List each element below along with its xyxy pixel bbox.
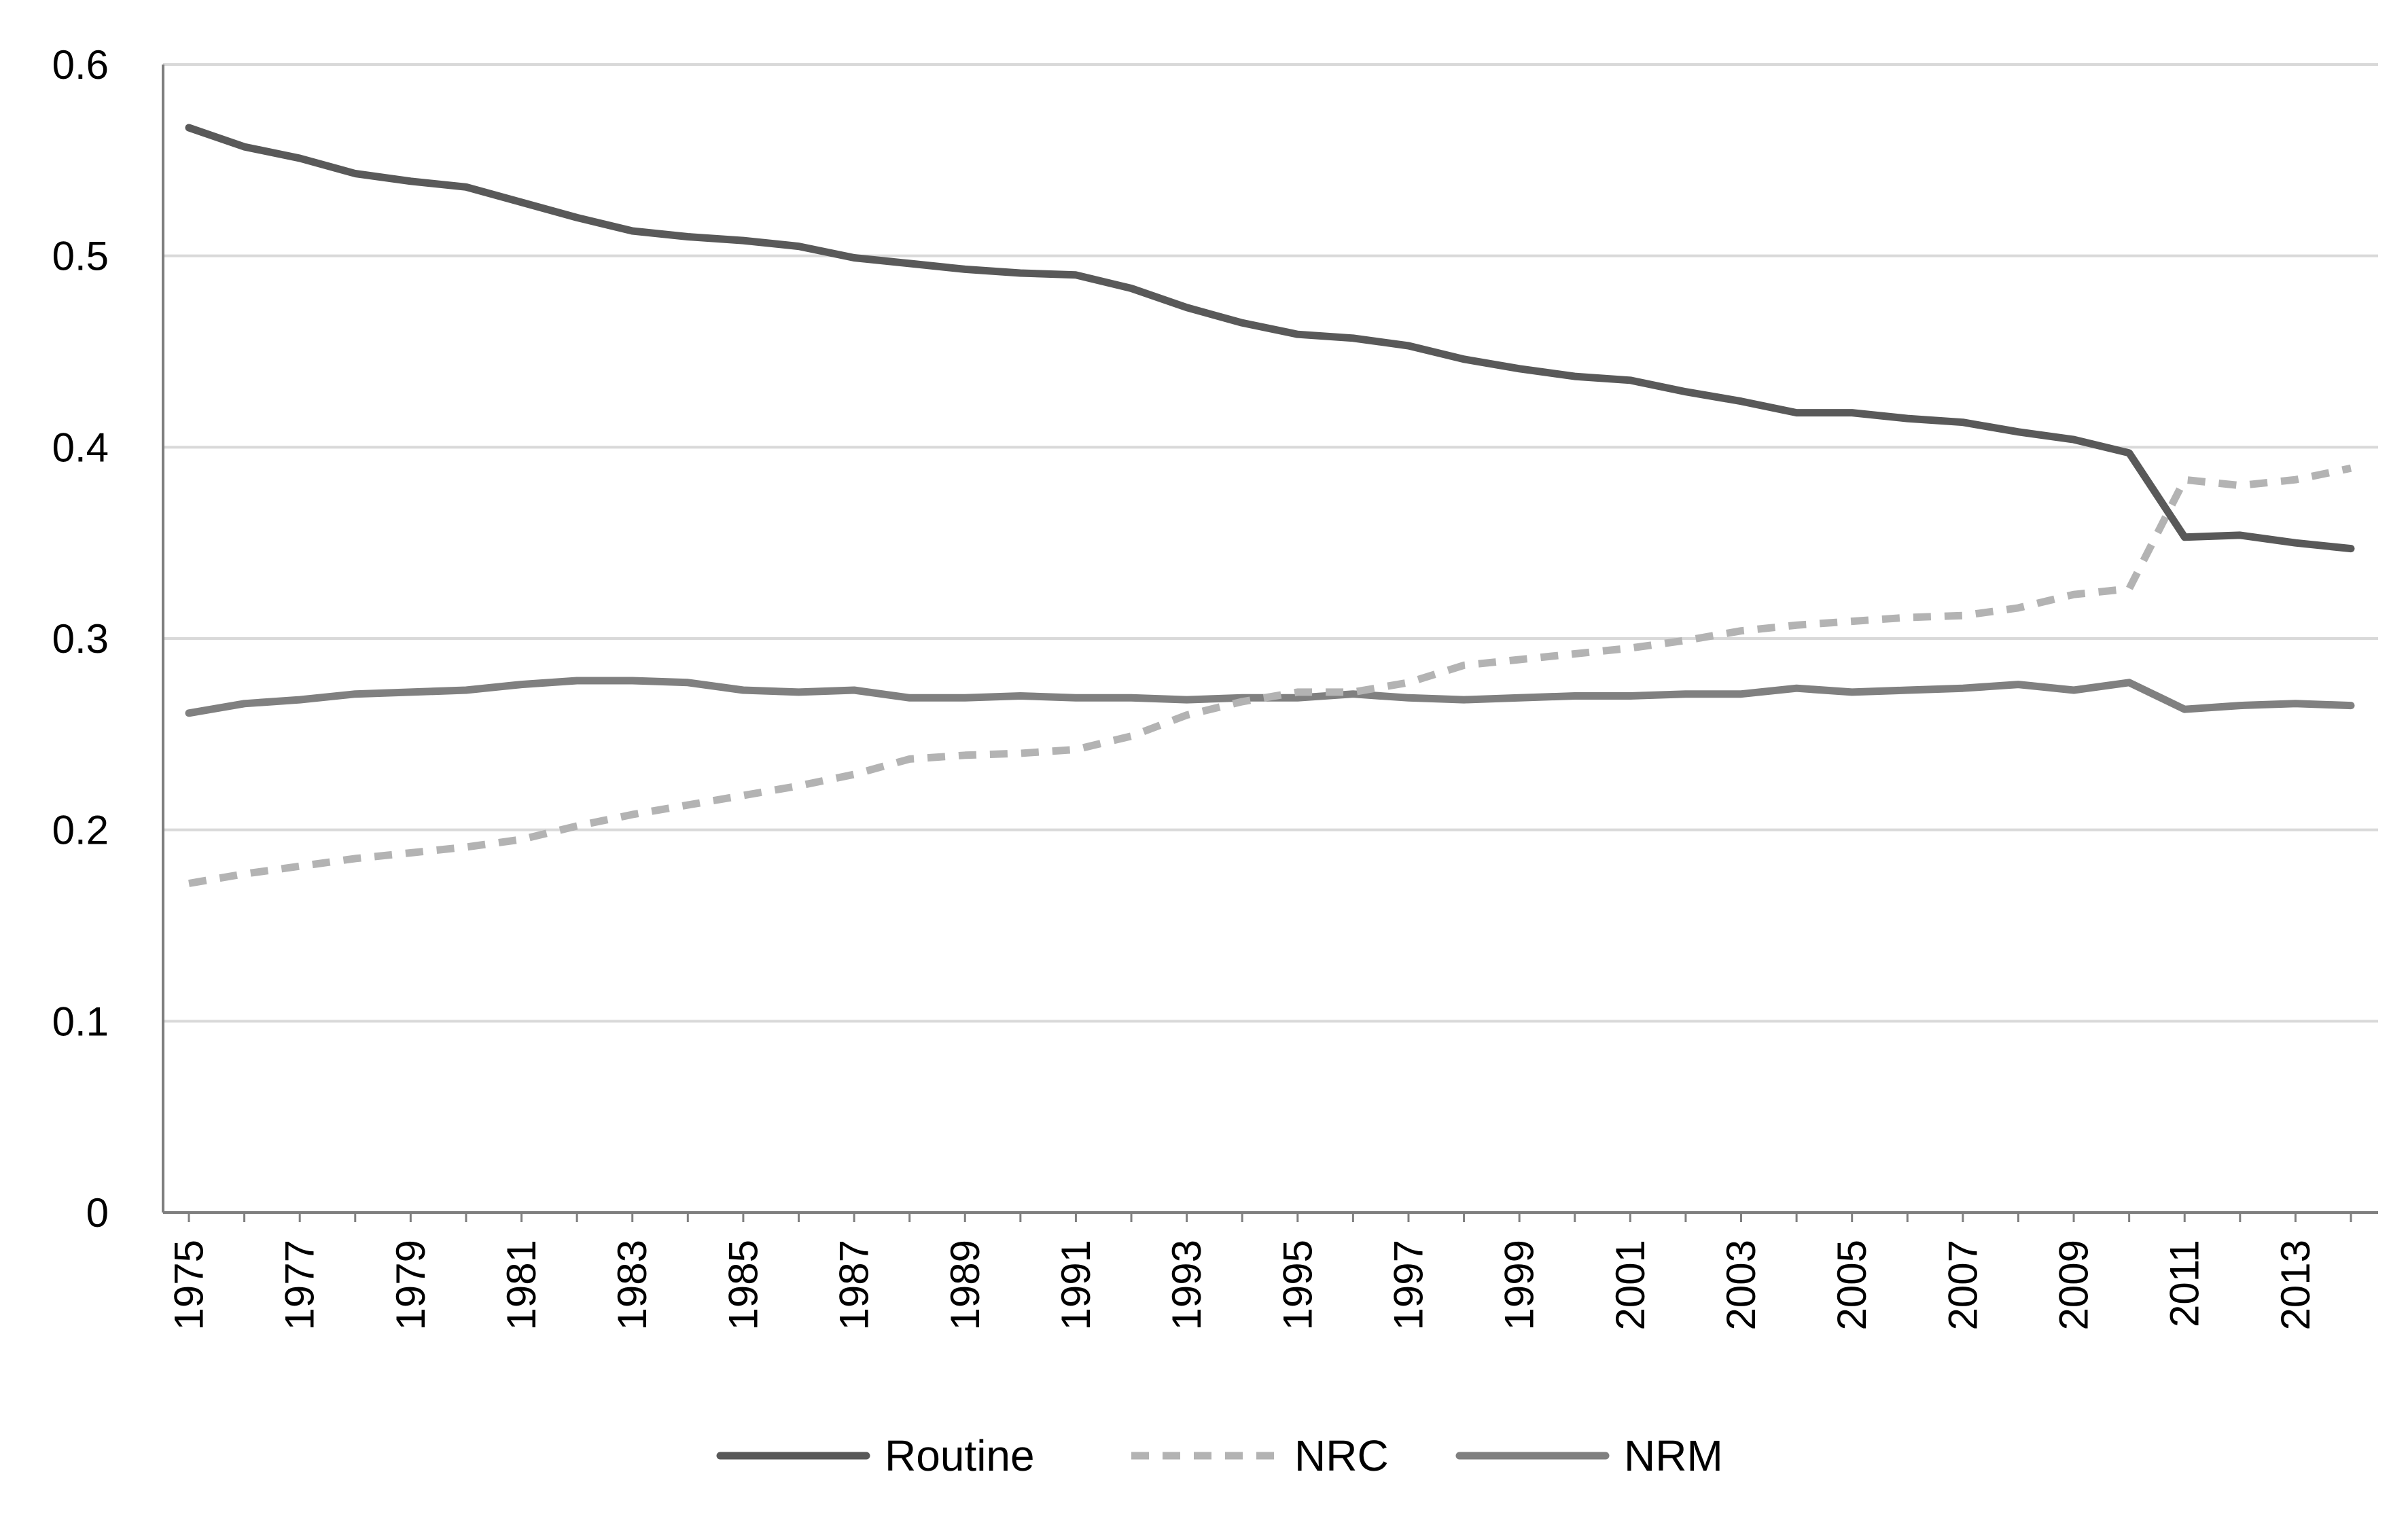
x-tick-label: 2005 [1829, 1240, 1875, 1330]
x-tick-label: 2013 [2273, 1240, 2318, 1330]
x-tick-label: 1989 [942, 1240, 988, 1330]
x-tick-label: 1985 [720, 1240, 766, 1330]
y-tick-label: 0.1 [52, 999, 109, 1044]
x-tick-label: 2003 [1718, 1240, 1764, 1330]
gridlines [163, 63, 2378, 1023]
x-tick-label: 2009 [2051, 1240, 2097, 1330]
legend-label: NRC [1294, 1431, 1389, 1480]
legend-item-nrc: NRC [1131, 1431, 1389, 1480]
y-tick-label: 0.4 [52, 425, 109, 470]
x-tick-label: 1993 [1164, 1240, 1209, 1330]
legend-item-nrm: NRM [1455, 1431, 1723, 1480]
legend: Routine NRC NRM [716, 1431, 1723, 1480]
y-tick-label: 0 [86, 1190, 109, 1236]
x-tick-label: 1975 [166, 1240, 212, 1330]
x-tick-label: 2011 [2162, 1240, 2208, 1327]
x-tick-label: 1977 [277, 1240, 323, 1330]
y-tick-label: 0.6 [52, 42, 109, 88]
series-lines [185, 124, 2355, 887]
legend-label: NRM [1624, 1431, 1723, 1480]
y-tick-label: 0.3 [52, 616, 109, 662]
series-line-routine [185, 124, 2355, 553]
x-tick-label: 1997 [1385, 1240, 1431, 1330]
legend-label: Routine [885, 1431, 1035, 1480]
x-tick-label: 1995 [1275, 1240, 1320, 1330]
x-tick-label: 2001 [1608, 1240, 1653, 1330]
y-tick-label: 0.5 [52, 234, 109, 279]
series-line-nrc [188, 464, 2352, 887]
y-tick-label: 0.2 [52, 808, 109, 853]
legend-item-routine: Routine [716, 1431, 1035, 1480]
x-tick-label: 1981 [499, 1240, 544, 1330]
x-tick-label: 1991 [1053, 1240, 1099, 1330]
axes [162, 65, 2378, 1214]
y-axis-ticks: 0 0.1 0.2 0.3 0.4 0.5 0.6 [52, 42, 109, 1236]
x-tick-label: 1999 [1497, 1240, 1542, 1330]
x-tick-label: 1983 [609, 1240, 655, 1330]
x-axis-ticks: 1975 1977 1979 1981 1983 1985 1987 1989 1991 1993… [166, 1213, 2352, 1330]
x-tick-label: 1979 [388, 1240, 433, 1330]
x-tick-label: 1987 [832, 1240, 877, 1330]
x-tick-label: 2007 [1940, 1240, 1985, 1330]
